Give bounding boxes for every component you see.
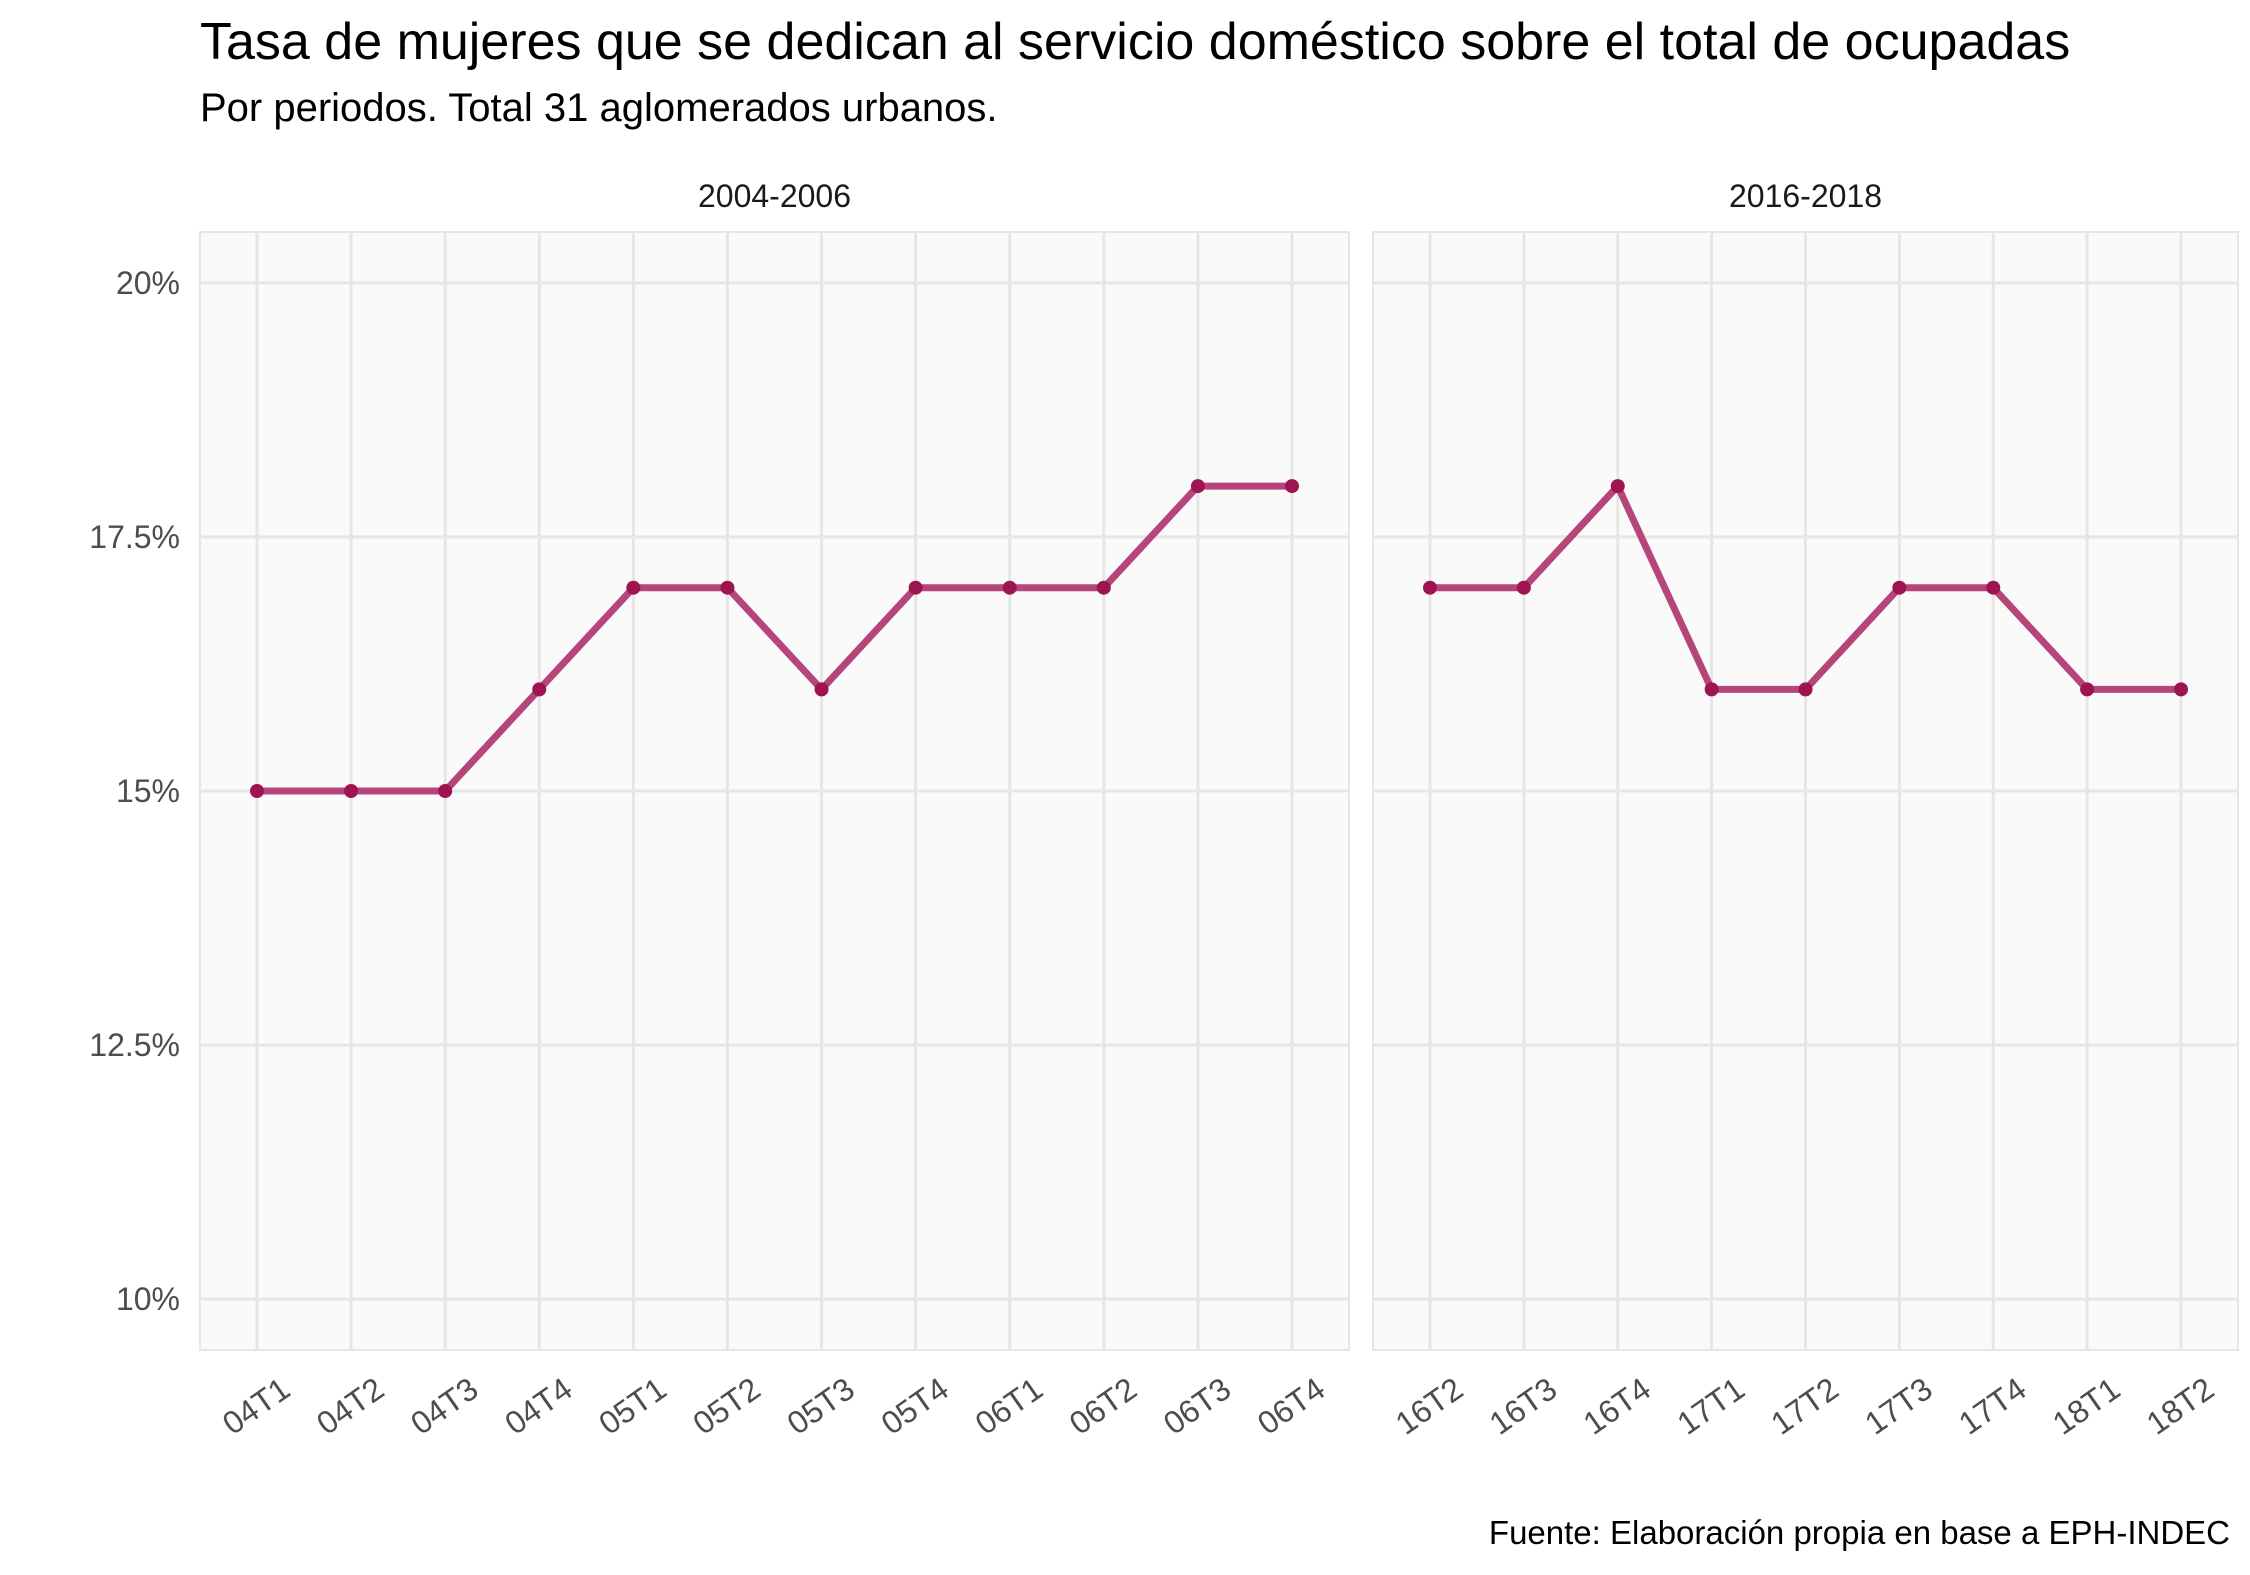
y-tick-label: 20%	[116, 265, 180, 301]
x-tick-label: 16T4	[1577, 1370, 1657, 1441]
data-point	[344, 784, 359, 798]
data-point	[626, 580, 641, 595]
data-point	[1610, 479, 1625, 494]
series-line	[253, 482, 1296, 795]
x-tick-label: 17T4	[1952, 1370, 2032, 1441]
x-tick-label: 06T2	[1063, 1370, 1143, 1441]
y-tick-label: 12.5%	[89, 1027, 180, 1063]
y-tick-label: 10%	[116, 1281, 180, 1317]
x-tick-label: 06T3	[1157, 1370, 1237, 1441]
x-tick-label: 06T1	[969, 1370, 1049, 1441]
data-point	[1986, 580, 2001, 595]
data-point	[1892, 580, 1907, 595]
x-tick-label: 05T3	[780, 1370, 860, 1441]
facet-label: 2004-2006	[698, 178, 851, 214]
chart-caption: Fuente: Elaboración propia en base a EPH…	[1488, 1514, 2230, 1551]
x-tick-label: 18T1	[2046, 1370, 2126, 1441]
data-point	[1423, 580, 1437, 595]
data-point	[908, 580, 923, 595]
data-point	[2174, 682, 2188, 697]
x-tick-label: 05T2	[686, 1370, 766, 1441]
x-tick-label: 17T2	[1764, 1370, 1844, 1441]
x-tick-label: 04T1	[216, 1370, 296, 1441]
data-point	[720, 580, 735, 595]
chart-title: Tasa de mujeres que se dedican al servic…	[200, 13, 2071, 71]
data-point	[814, 682, 829, 697]
data-point	[1798, 682, 1813, 697]
x-tick-label: 18T2	[2140, 1370, 2220, 1441]
x-tick-label: 05T4	[875, 1370, 955, 1441]
x-tick-label: 04T4	[498, 1370, 578, 1441]
y-tick-label: 15%	[116, 773, 180, 809]
data-point	[1285, 479, 1299, 494]
data-point	[1190, 479, 1205, 494]
data-point	[250, 784, 264, 798]
data-point	[1002, 580, 1017, 595]
x-tick-label: 04T3	[404, 1370, 484, 1441]
data-point	[1516, 580, 1531, 595]
x-tick-label: 06T4	[1251, 1370, 1331, 1441]
chart-subtitle: Por periodos. Total 31 aglomerados urban…	[200, 86, 998, 130]
x-tick-label: 05T1	[592, 1370, 672, 1441]
data-point	[1096, 580, 1111, 595]
x-tick-label: 16T2	[1389, 1370, 1469, 1441]
data-point	[532, 682, 547, 697]
x-tick-label: 16T3	[1483, 1370, 1563, 1441]
x-tick-label: 17T1	[1671, 1370, 1751, 1441]
facet-label: 2016-2018	[1729, 178, 1882, 214]
x-tick-label: 04T2	[310, 1370, 390, 1441]
data-point	[438, 784, 453, 798]
data-point	[1704, 682, 1719, 697]
data-point	[2080, 682, 2095, 697]
x-tick-label: 17T3	[1858, 1370, 1938, 1441]
y-tick-label: 17.5%	[89, 519, 180, 555]
